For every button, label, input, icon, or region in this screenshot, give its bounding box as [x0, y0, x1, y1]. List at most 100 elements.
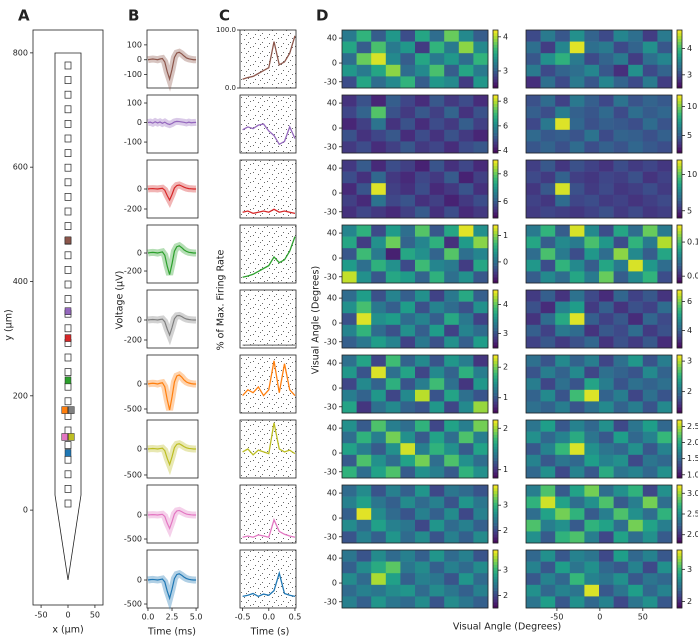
heatmap-cell	[415, 508, 430, 521]
heatmap-cell	[342, 596, 357, 609]
heatmap-cell	[356, 485, 372, 497]
colorbar-segment	[677, 555, 682, 559]
heatmap-cell	[429, 30, 445, 42]
y-tick-label: 0	[332, 319, 337, 328]
heatmap-cell	[473, 290, 489, 302]
colorbar-segment	[677, 516, 682, 521]
heatmap-cell	[444, 496, 460, 509]
heatmap-cell	[555, 519, 571, 532]
colorbar-tick-label: 6	[687, 297, 692, 306]
heatmap-cell	[540, 141, 556, 154]
heatmap-cell	[613, 584, 629, 597]
heatmap-cell	[415, 194, 430, 207]
heatmap-cell	[371, 30, 387, 42]
heatmap-cell	[415, 443, 430, 456]
heatmap-cell	[385, 95, 401, 107]
colorbar-tick-label: 6	[503, 197, 508, 206]
heatmap-cell	[642, 389, 658, 402]
colorbar-segment	[493, 70, 498, 74]
heatmap-cell	[473, 106, 489, 119]
axes-frame	[341, 549, 489, 609]
heatmap-cell	[628, 401, 644, 414]
heatmap-cell	[613, 194, 629, 207]
colorbar-segment	[493, 206, 498, 210]
electrode-site	[64, 120, 72, 128]
heatmap-cell	[584, 76, 600, 89]
heatmap-cell	[400, 508, 416, 521]
colorbar-segment	[493, 395, 498, 399]
heatmap-cell	[628, 443, 644, 456]
heatmap-cell	[540, 550, 556, 562]
y-axis-label: Voltage (μV)	[115, 271, 126, 330]
colorbar-segment	[493, 194, 498, 198]
heatmap-cell	[356, 420, 372, 432]
heatmap-cell	[628, 378, 644, 391]
colorbar-segment	[677, 103, 682, 107]
heatmap-cell	[356, 290, 372, 302]
heatmap-cell	[599, 550, 614, 562]
colorbar-tick-label: 2	[687, 387, 692, 396]
heatmap-cell	[555, 106, 571, 119]
electrode-site	[64, 251, 72, 260]
heatmap-cell	[356, 596, 372, 609]
colorbar-segment	[677, 310, 682, 314]
heatmap-cell	[473, 259, 489, 272]
y-tick-label: 40	[327, 229, 337, 238]
heatmap-cell	[356, 355, 372, 367]
colorbar-segment	[677, 466, 682, 470]
colorbar-segment	[677, 420, 682, 424]
colorbar-segment	[493, 233, 498, 237]
heatmap-cell	[458, 313, 474, 326]
heatmap-cell	[458, 301, 474, 314]
heatmap-cell	[415, 366, 430, 379]
colorbar-segment	[677, 316, 682, 320]
colorbar-tick-label: 3	[503, 566, 508, 575]
heatmap-cell	[415, 454, 430, 467]
colorbar-frame	[492, 354, 499, 414]
unit-site	[64, 307, 72, 315]
colorbar-segment	[493, 605, 498, 609]
colorbar-segment	[493, 150, 498, 154]
colorbar-frame	[492, 29, 499, 89]
colorbar-segment	[493, 487, 498, 492]
colorbar-segment	[493, 502, 498, 506]
heatmap-cell	[584, 95, 600, 107]
psth-line	[242, 123, 296, 146]
heatmap-cell	[628, 355, 644, 367]
heatmap-cell	[458, 573, 474, 586]
heatmap-cell	[555, 76, 571, 89]
heatmap-cell	[642, 206, 658, 219]
colorbar-segment	[677, 540, 682, 544]
heatmap-cell	[385, 76, 401, 89]
colorbar-segment	[677, 47, 682, 51]
heatmap-cell	[458, 171, 474, 184]
heatmap-cell	[599, 420, 614, 432]
heatmap-cell	[657, 194, 673, 207]
raster	[240, 30, 296, 88]
colorbar-segment	[493, 126, 498, 131]
heatmap-cell	[400, 171, 416, 184]
colorbar-segment	[493, 505, 498, 509]
colorbar-segment	[493, 209, 498, 213]
heatmap-cell	[356, 171, 372, 184]
axes-frame	[146, 29, 199, 89]
raster	[240, 290, 296, 348]
heatmap-cell	[555, 561, 571, 574]
heatmap-cell	[429, 171, 445, 184]
colorbar-segment	[493, 47, 498, 51]
heatmap-cell	[371, 129, 387, 142]
heatmap-cell	[526, 248, 541, 261]
heatmap-cell	[473, 550, 489, 562]
heatmap-cell	[613, 366, 629, 379]
colorbar-segment	[493, 360, 498, 364]
heatmap-cell	[569, 95, 585, 107]
colorbar-segment	[677, 499, 682, 503]
heatmap-cell	[584, 248, 600, 261]
heatmap-cell	[540, 431, 556, 444]
heatmap-cell	[385, 160, 401, 172]
heatmap-cell	[642, 290, 658, 302]
heatmap-cell	[342, 236, 357, 249]
colorbar-segment	[677, 191, 682, 196]
heatmap-cell	[569, 313, 585, 326]
y-tick-label: 0	[137, 576, 142, 585]
